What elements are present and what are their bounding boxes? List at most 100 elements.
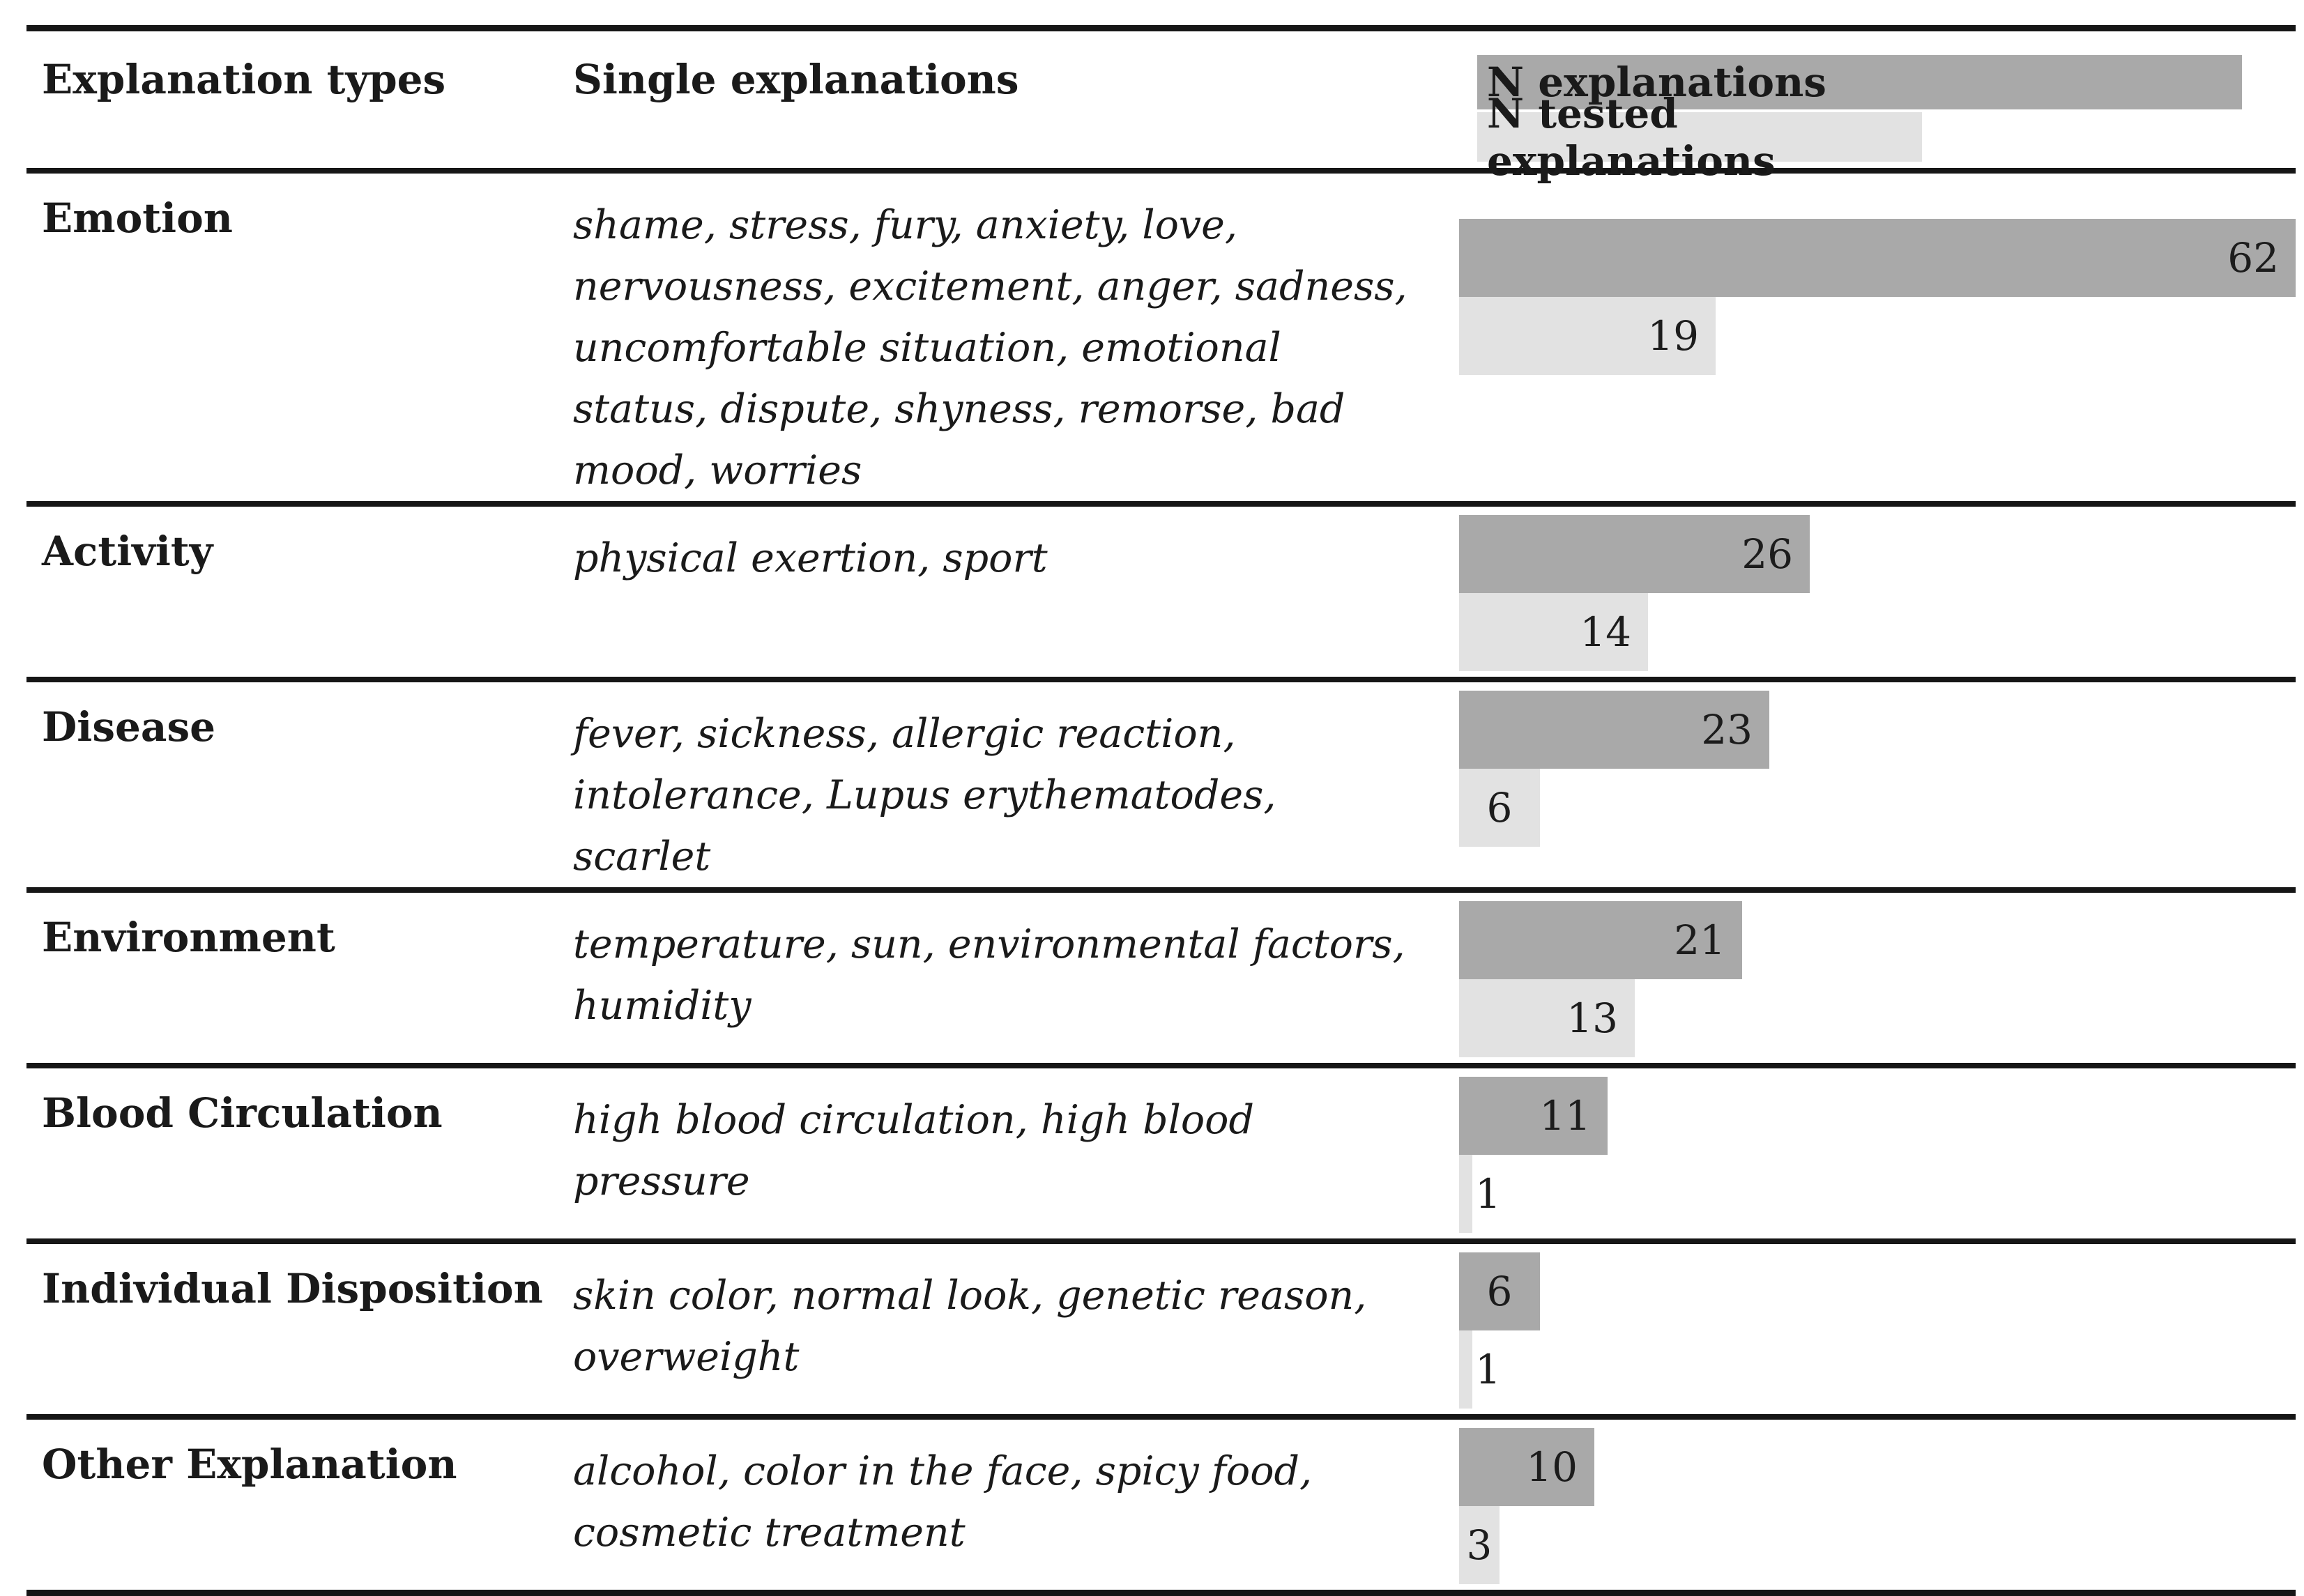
single-explanations-text: high blood circulation, high blood press…: [573, 1097, 1254, 1204]
legend-label-n-explanations: N explanations: [1487, 59, 1826, 106]
header-label-explanation-types: Explanation types: [42, 56, 446, 103]
n-tested-explanations-bar-line: 1: [1459, 1330, 2296, 1409]
single-explanations-text: temperature, sun, environmental factors,…: [573, 921, 1405, 1029]
explanation-type-label: Environment: [42, 914, 335, 961]
row-divider-rule: [26, 1238, 2296, 1244]
explanation-type-label: Activity: [42, 528, 213, 575]
table-header-row: Explanation types Single explanations N …: [26, 31, 2296, 185]
n-tested-explanations-bar-line: 14: [1459, 593, 2296, 671]
n-tested-explanations-bar: 13: [1459, 979, 1635, 1057]
single-explanations-text: fever, sickness, allergic reaction, into…: [573, 711, 1276, 880]
bar-value-label: 10: [1526, 1443, 1578, 1491]
header-divider-rule: [26, 168, 2296, 174]
n-explanations-bar-line: 10: [1459, 1428, 2296, 1506]
row-cell-bars: 23 6: [1459, 682, 2296, 887]
n-tested-explanations-bar-line: 19: [1459, 297, 2296, 375]
row-cell-bars: 10 3: [1459, 1420, 2296, 1590]
bar-value-label: 6: [1486, 784, 1513, 831]
table-rule-bottom: [26, 1590, 2296, 1596]
row-cell-singles: skin color, normal look, genetic reason,…: [573, 1244, 1459, 1414]
n-tested-explanations-bar-line: 6: [1459, 769, 2296, 847]
single-explanations-text: shame, stress, fury, anxiety, love, nerv…: [573, 202, 1407, 493]
bar-value-label: 62: [2227, 234, 2279, 282]
n-explanations-bar-line: 21: [1459, 901, 2296, 979]
legend-swatch-n-explanations: N explanations: [1477, 55, 2242, 109]
row-divider-rule: [26, 1414, 2296, 1420]
bar-group: 11 1: [1459, 1077, 2296, 1233]
n-tested-explanations-bar: [1459, 1155, 1472, 1233]
row-divider-rule: [26, 1063, 2296, 1068]
table-body: Emotion shame, stress, fury, anxiety, lo…: [26, 174, 2296, 1590]
explanation-types-table: Explanation types Single explanations N …: [26, 25, 2296, 1596]
table-row: Blood Circulation high blood circulation…: [26, 1068, 2296, 1238]
row-cell-type: Other Explanation: [26, 1420, 573, 1590]
row-cell-type: Disease: [26, 682, 573, 887]
table-row: Disease fever, sickness, allergic reacti…: [26, 682, 2296, 887]
row-cell-bars: 21 13: [1459, 893, 2296, 1063]
n-tested-explanations-bar: 19: [1459, 297, 1716, 375]
bar-value-label: 14: [1580, 608, 1631, 656]
single-explanations-text: physical exertion, sport: [573, 535, 1048, 581]
row-cell-bars: 11 1: [1459, 1068, 2296, 1238]
n-explanations-bar: 11: [1459, 1077, 1608, 1155]
row-cell-type: Blood Circulation: [26, 1068, 573, 1238]
bar-value-label: 3: [1466, 1521, 1493, 1569]
n-explanations-bar: 62: [1459, 219, 2296, 297]
table-row: Environment temperature, sun, environmen…: [26, 893, 2296, 1063]
n-tested-explanations-bar: 6: [1459, 769, 1540, 847]
row-cell-singles: fever, sickness, allergic reaction, into…: [573, 682, 1459, 887]
table-row: Other Explanation alcohol, color in the …: [26, 1420, 2296, 1590]
n-explanations-bar-line: 6: [1459, 1252, 2296, 1330]
n-tested-explanations-bar-line: 13: [1459, 979, 2296, 1057]
bar-group: 21 13: [1459, 901, 2296, 1057]
n-explanations-bar: 26: [1459, 515, 1810, 593]
table-rule-top: [26, 25, 2296, 31]
table-row: Activity physical exertion, sport 26 14: [26, 507, 2296, 677]
bar-group: 10 3: [1459, 1428, 2296, 1584]
header-cell-explanation-types: Explanation types: [26, 55, 573, 104]
n-explanations-bar: 23: [1459, 691, 1769, 769]
row-cell-singles: shame, stress, fury, anxiety, love, nerv…: [573, 174, 1459, 501]
n-explanations-bar: 21: [1459, 901, 1742, 979]
bar-group: 62 19: [1459, 219, 2296, 375]
bar-group: 26 14: [1459, 515, 2296, 671]
header-cell-legend: N explanations N tested explanations: [1459, 55, 2296, 185]
n-explanations-bar: 6: [1459, 1252, 1540, 1330]
header-label-single-explanations: Single explanations: [573, 56, 1019, 103]
n-tested-explanations-bar: [1459, 1330, 1472, 1409]
row-cell-type: Activity: [26, 507, 573, 677]
n-explanations-bar-line: 62: [1459, 219, 2296, 297]
bar-legend: N explanations N tested explanations: [1477, 55, 2296, 185]
bar-value-label: 26: [1741, 530, 1793, 578]
bar-value-label: 1: [1475, 1346, 1501, 1393]
single-explanations-text: alcohol, color in the face, spicy food, …: [573, 1448, 1313, 1556]
legend-label-n-tested-explanations: N tested explanations: [1487, 89, 1776, 185]
bar-value-label: 13: [1566, 995, 1618, 1042]
n-explanations-bar-line: 23: [1459, 691, 2296, 769]
bar-value-label: 19: [1647, 312, 1699, 360]
row-cell-bars: 26 14: [1459, 507, 2296, 677]
row-cell-singles: alcohol, color in the face, spicy food, …: [573, 1420, 1459, 1590]
n-explanations-bar-line: 26: [1459, 515, 2296, 593]
row-cell-singles: physical exertion, sport: [573, 507, 1459, 677]
row-cell-type: Individual Disposition: [26, 1244, 573, 1414]
n-tested-explanations-bar: 14: [1459, 593, 1648, 671]
row-divider-rule: [26, 677, 2296, 682]
row-cell-type: Environment: [26, 893, 573, 1063]
n-tested-explanations-bar-line: 3: [1459, 1506, 2296, 1584]
bar-value-label: 21: [1674, 916, 1725, 964]
row-cell-singles: high blood circulation, high blood press…: [573, 1068, 1459, 1238]
legend-swatch-n-tested-explanations: N tested explanations: [1477, 90, 1922, 185]
row-divider-rule: [26, 887, 2296, 893]
explanation-type-label: Emotion: [42, 194, 233, 242]
header-cell-single-explanations: Single explanations: [573, 55, 1459, 104]
table-row: Emotion shame, stress, fury, anxiety, lo…: [26, 174, 2296, 501]
n-explanations-bar-line: 11: [1459, 1077, 2296, 1155]
table-row: Individual Disposition skin color, norma…: [26, 1244, 2296, 1414]
row-cell-singles: temperature, sun, environmental factors,…: [573, 893, 1459, 1063]
n-tested-explanations-bar: 3: [1459, 1506, 1500, 1584]
bar-value-label: 11: [1539, 1092, 1591, 1140]
bar-value-label: 1: [1475, 1170, 1501, 1218]
